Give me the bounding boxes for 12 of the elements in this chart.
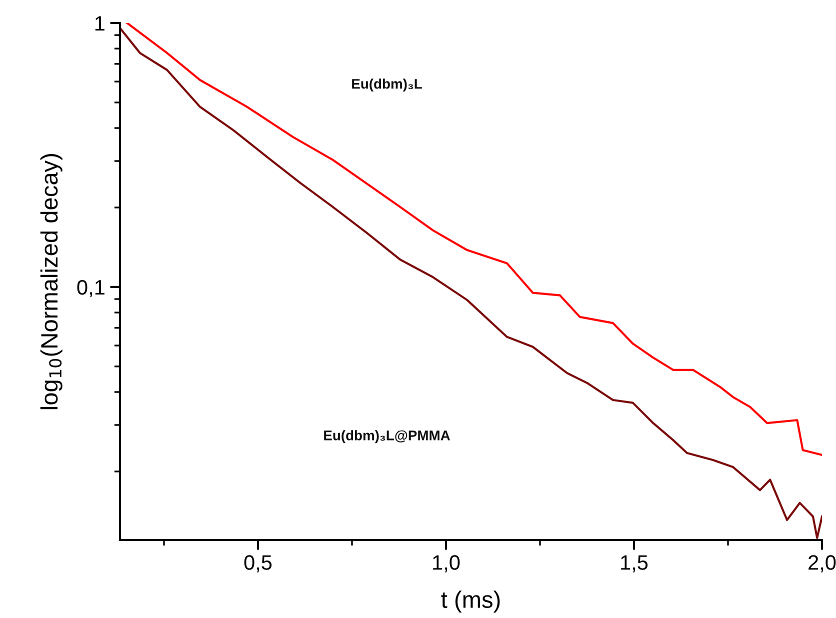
annotation: Eu(dbm)₃L@PMMA (324, 430, 450, 444)
y-axis-title: log$_{10}$(Normalized decay) (40, 154, 62, 410)
x-tick-label: 1,0 (433, 555, 460, 572)
line-series (120, 26, 822, 539)
x-tick-label: 0,5 (244, 555, 272, 572)
line-series (126, 23, 822, 456)
annotation: Eu(dbm)₃L (352, 78, 422, 92)
x-tick-label: 1,5 (621, 555, 648, 572)
x-tick-label: 2,0 (808, 555, 836, 572)
x-axis-title: t (ms) (441, 590, 500, 613)
y-tick-label: 0,1 (77, 280, 104, 298)
y-tick-label: 1 (95, 16, 104, 31)
